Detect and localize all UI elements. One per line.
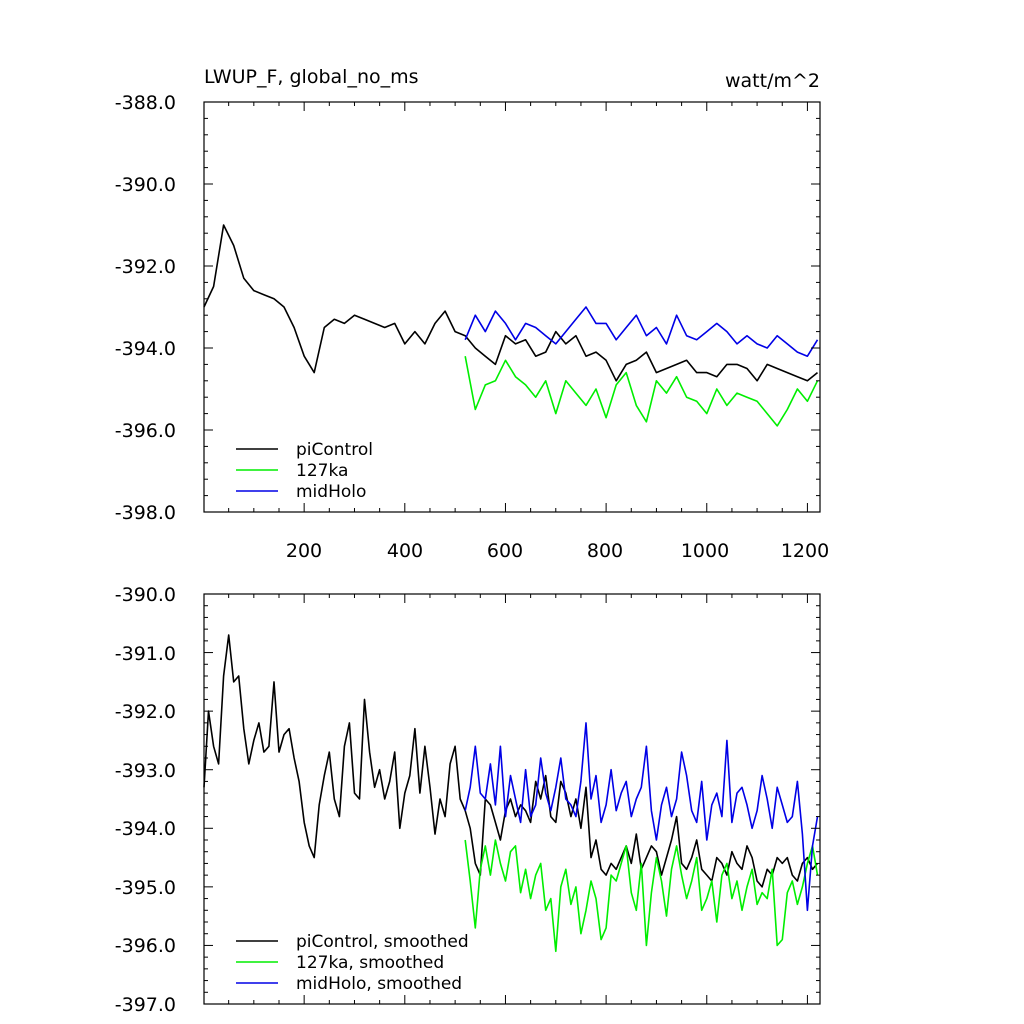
- series-line-midholo-smoothed: [464, 722, 819, 912]
- series-line-127ka-smoothed: [464, 839, 819, 953]
- y-tick-label: -390.0: [115, 584, 176, 606]
- x-tick-label: 800: [587, 540, 623, 562]
- y-tick-label: -388.0: [115, 92, 176, 114]
- smoothed-plot-frame: [203, 593, 821, 1005]
- y-tick-label: -393.0: [115, 760, 176, 782]
- left-title: LWUP_F, global_no_ms: [204, 66, 419, 88]
- annual-legend: piControl 127ka midHolo: [236, 440, 373, 502]
- x-tick-label: 1000: [681, 540, 729, 562]
- legend-label: midHolo, smoothed: [296, 974, 462, 994]
- annual-axes: [204, 101, 820, 513]
- y-tick-label: -394.0: [115, 818, 176, 840]
- y-tick-label: -397.0: [115, 994, 176, 1016]
- annual-y-tick-labels: -388.0 -390.0 -392.0 -394.0 -396.0 -398.…: [115, 92, 176, 524]
- x-tick-label: 1200: [781, 540, 829, 562]
- series-line-picontrol: [203, 224, 819, 382]
- y-tick-label: -392.0: [115, 701, 176, 723]
- y-tick-label: -392.0: [115, 256, 176, 278]
- series-line-picontrol-smoothed: [203, 634, 819, 888]
- smoothed-legend: piControl, smoothed 127ka, smoothed midH…: [236, 932, 469, 994]
- series-line-midholo: [464, 306, 819, 357]
- annual-panel: -388.0 -390.0 -392.0 -394.0 -396.0 -398.…: [115, 92, 829, 562]
- x-tick-label: 400: [387, 540, 423, 562]
- smoothed-axes: [204, 593, 820, 1005]
- legend-label: 127ka, smoothed: [296, 953, 444, 973]
- legend-label: midHolo: [296, 482, 366, 502]
- annual-x-tick-labels: 200 400 600 800 1000 1200: [286, 540, 829, 562]
- right-title: watt/m^2: [725, 70, 820, 92]
- y-tick-label: -390.0: [115, 174, 176, 196]
- x-tick-label: 200: [286, 540, 322, 562]
- y-tick-label: -398.0: [115, 502, 176, 524]
- y-tick-label: -396.0: [115, 420, 176, 442]
- legend-label: piControl, smoothed: [296, 932, 469, 952]
- legend-label: piControl: [296, 440, 373, 460]
- annual-plot-frame: [203, 101, 821, 513]
- y-tick-label: -394.0: [115, 338, 176, 360]
- y-tick-label: -391.0: [115, 643, 176, 665]
- legend-label: 127ka: [296, 461, 348, 481]
- smoothed-y-tick-labels: -390.0 -391.0 -392.0 -393.0 -394.0 -395.…: [115, 584, 176, 1016]
- series-line-127ka: [464, 356, 819, 427]
- x-tick-label: 600: [487, 540, 523, 562]
- smoothed-panel: -390.0 -391.0 -392.0 -393.0 -394.0 -395.…: [115, 584, 821, 1016]
- smoothed-series-group: [203, 634, 819, 953]
- annual-series-group: [203, 224, 819, 427]
- y-tick-label: -396.0: [115, 935, 176, 957]
- y-tick-label: -395.0: [115, 877, 176, 899]
